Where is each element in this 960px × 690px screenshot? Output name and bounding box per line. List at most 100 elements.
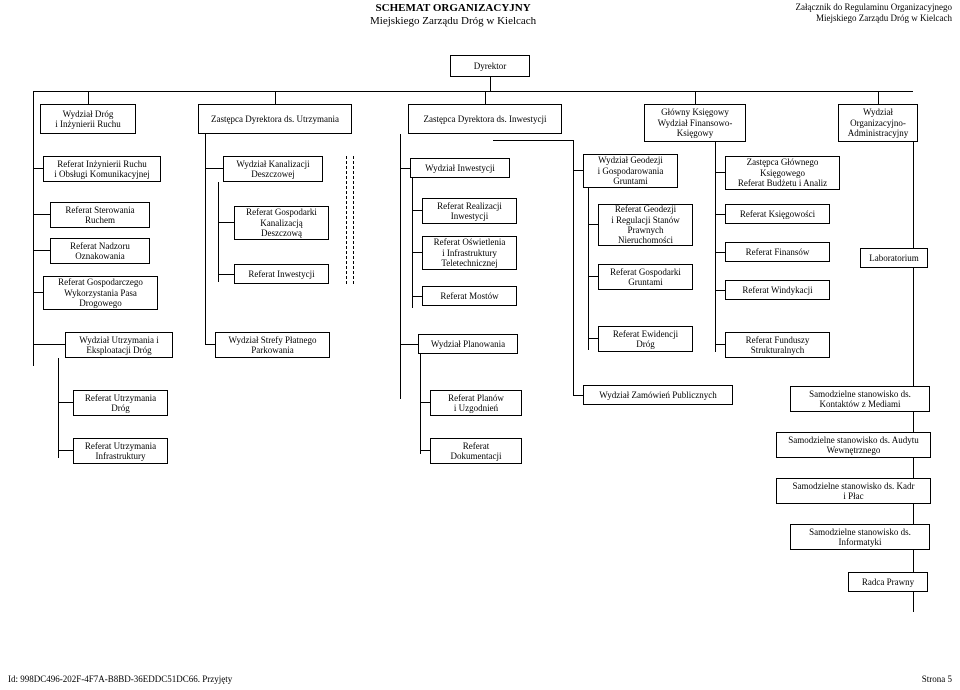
page-footer: Id: 998DC496-202F-4F7A-B8BD-36EDDC51DC66… (8, 674, 952, 684)
node-ref-gosp-grunt: Referat GospodarkiGruntami (598, 264, 693, 290)
connector (695, 91, 696, 104)
connector (715, 172, 725, 173)
label: Referat Mostów (440, 291, 498, 301)
node-ref-ster: Referat SterowaniaRuchem (50, 202, 150, 228)
connector-dashed (346, 156, 347, 284)
label: Referat EwidencjiDróg (613, 329, 678, 350)
label: Referat RealizacjiInwestycji (437, 201, 502, 222)
node-ref-geod: Referat Geodezjii Regulacji StanówPrawny… (598, 204, 693, 246)
node-ref-osw: Referat Oświetleniai InfrastrukturyTelet… (422, 236, 517, 270)
label: Wydział Utrzymania iEksploatacji Dróg (79, 335, 158, 356)
node-ref-dok: ReferatDokumentacji (430, 438, 522, 464)
connector (420, 450, 430, 451)
node-ref-ksieg: Referat Księgowości (725, 204, 830, 224)
node-zast-inw: Zastępca Dyrektora ds. Inwestycji (408, 104, 562, 134)
label: WydziałOrganizacyjno-Administracyjny (848, 107, 909, 138)
label: Referat Planówi Uzgodnień (448, 393, 504, 414)
label: Samodzielne stanowisko ds.Kontaktów z Me… (809, 389, 911, 410)
label: Referat GospodarkiKanalizacjąDeszczową (246, 207, 317, 238)
node-ref-fund: Referat FunduszyStrukturalnych (725, 332, 830, 358)
label: Dyrektor (474, 61, 507, 71)
connector (588, 188, 589, 350)
footer-page: Strona 5 (922, 674, 952, 684)
node-wydz-plan: Wydział Planowania (418, 334, 518, 354)
label: Referat FunduszyStrukturalnych (746, 335, 810, 356)
label: Referat Geodezjii Regulacji StanówPrawny… (611, 204, 680, 245)
footer-id: Id: 998DC496-202F-4F7A-B8BD-36EDDC51DC66… (8, 674, 232, 684)
node-lab: Laboratorium (860, 248, 928, 268)
label: Referat UtrzymaniaInfrastruktury (85, 441, 156, 462)
connector (205, 168, 223, 169)
connector (218, 274, 234, 275)
connector (412, 252, 422, 253)
node-radca: Radca Prawny (848, 572, 928, 592)
connector (58, 358, 59, 458)
label: Laboratorium (869, 253, 918, 263)
label: Zastępca GłównegoKsięgowegoReferat Budże… (738, 157, 827, 188)
connector (412, 210, 422, 211)
node-ref-utrz-infra: Referat UtrzymaniaInfrastruktury (73, 438, 168, 464)
node-sam-kadr: Samodzielne stanowisko ds. Kadri Płac (776, 478, 931, 504)
label: Referat GospodarczegoWykorzystania PasaD… (58, 277, 143, 308)
label: Wydział Zamówień Publicznych (599, 390, 716, 400)
connector (715, 214, 725, 215)
label: Wydział Strefy PłatnegoParkowania (229, 335, 317, 356)
label: Referat UtrzymaniaDróg (85, 393, 156, 414)
node-ref-wind: Referat Windykacji (725, 280, 830, 300)
connector (588, 224, 598, 225)
connector (715, 344, 725, 345)
label: Referat Księgowości (740, 209, 815, 219)
label: Wydział KanalizacjiDeszczowej (236, 159, 309, 180)
node-wydz-inw: Wydział Inwestycji (410, 158, 510, 178)
connector (715, 142, 716, 352)
connector (33, 214, 50, 215)
connector (573, 395, 583, 396)
label: Samodzielne stanowisko ds. Kadri Płac (793, 481, 915, 502)
node-wydz-kanal: Wydział KanalizacjiDeszczowej (223, 156, 323, 182)
connector (573, 140, 574, 395)
annex-text: Załącznik do Regulaminu Organizacyjnego … (795, 2, 952, 24)
node-ref-real: Referat RealizacjiInwestycji (422, 198, 517, 224)
node-wydz-geod: Wydział Geodezjii GospodarowaniaGruntami (583, 154, 678, 188)
title-line1: SCHEMAT ORGANIZACYJNY (376, 2, 531, 14)
label: Samodzielne stanowisko ds.Informatyki (809, 527, 911, 548)
connector (275, 91, 276, 104)
title-line2: Miejskiego Zarządu Dróg w Kielcach (370, 15, 536, 27)
connector (58, 450, 73, 451)
connector (588, 276, 598, 277)
label: ReferatDokumentacji (451, 441, 502, 462)
connector (420, 402, 430, 403)
label: Referat Finansów (746, 247, 810, 257)
label: Referat Inwestycji (248, 269, 314, 279)
label: Wydział Geodezjii GospodarowaniaGruntami (598, 155, 664, 186)
node-dyrektor: Dyrektor (450, 55, 530, 77)
node-wydz-strefy: Wydział Strefy PłatnegoParkowania (215, 332, 330, 358)
connector (33, 344, 65, 345)
node-wydz-drog: Wydział Drógi Inżynierii Ruchu (40, 104, 136, 134)
label: Radca Prawny (862, 577, 914, 587)
connector (588, 338, 598, 339)
connector (878, 91, 879, 104)
node-ref-inw: Referat Inwestycji (234, 264, 329, 284)
node-ref-mostow: Referat Mostów (422, 286, 517, 306)
node-ref-inz: Referat Inżynierii Ruchui Obsługi Komuni… (43, 156, 161, 182)
label: Referat Windykacji (742, 285, 812, 295)
label: Referat SterowaniaRuchem (65, 205, 134, 226)
node-zast-utrz: Zastępca Dyrektora ds. Utrzymania (198, 104, 352, 134)
connector (412, 296, 422, 297)
label: Główny KsięgowyWydział Finansowo-Księgow… (658, 107, 733, 138)
connector (205, 344, 215, 345)
connector-dashed (353, 156, 354, 284)
node-sam-audyt: Samodzielne stanowisko ds. AudytuWewnętr… (776, 432, 931, 458)
connector (412, 178, 413, 308)
label: Zastępca Dyrektora ds. Inwestycji (424, 114, 547, 124)
connector (218, 222, 234, 223)
page-title: SCHEMAT ORGANIZACYJNY Miejskiego Zarządu… (370, 2, 536, 28)
label: Referat GospodarkiGruntami (610, 267, 681, 288)
label: Wydział Drógi Inżynierii Ruchu (55, 109, 120, 130)
connector (33, 91, 913, 92)
connector (573, 170, 583, 171)
node-glowny-ks: Główny KsięgowyWydział Finansowo-Księgow… (644, 104, 746, 142)
node-ref-gosp-wyk: Referat GospodarczegoWykorzystania PasaD… (43, 276, 158, 310)
label: Referat Inżynierii Ruchui Obsługi Komuni… (54, 159, 150, 180)
